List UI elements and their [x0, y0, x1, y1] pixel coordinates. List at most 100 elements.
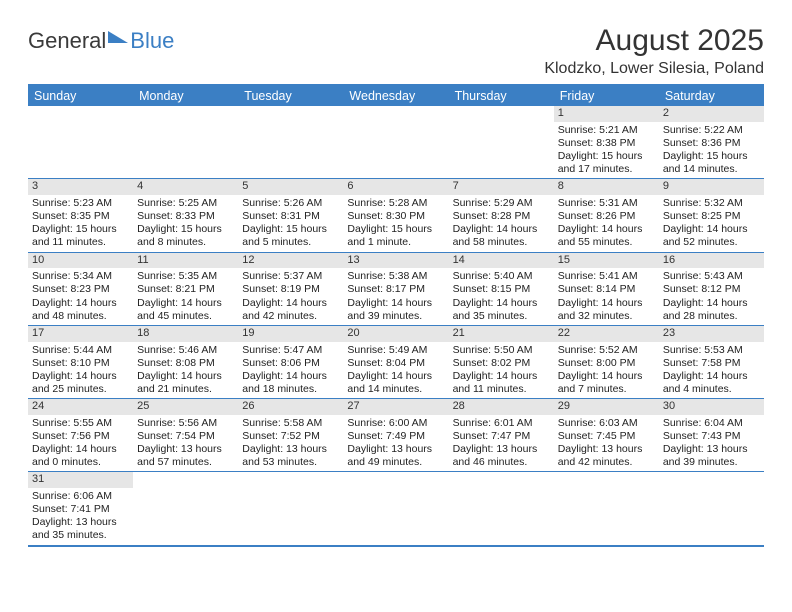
day-line [347, 124, 444, 137]
day-line: Daylight: 13 hours [558, 443, 655, 456]
day-body: Sunrise: 5:28 AMSunset: 8:30 PMDaylight:… [343, 195, 448, 252]
day-cell: 11Sunrise: 5:35 AMSunset: 8:21 PMDayligh… [133, 253, 238, 325]
day-line: Daylight: 14 hours [32, 370, 129, 383]
day-line: Daylight: 14 hours [453, 297, 550, 310]
day-line: Daylight: 13 hours [242, 443, 339, 456]
day-line: Sunset: 7:49 PM [347, 430, 444, 443]
day-line [32, 124, 129, 137]
day-line: Sunrise: 5:58 AM [242, 417, 339, 430]
day-line [558, 516, 655, 529]
day-number: 27 [343, 399, 448, 415]
day-cell: 4Sunrise: 5:25 AMSunset: 8:33 PMDaylight… [133, 179, 238, 251]
day-line [242, 516, 339, 529]
day-line: Daylight: 14 hours [347, 297, 444, 310]
day-line: and 11 minutes. [453, 383, 550, 396]
week-row: 3Sunrise: 5:23 AMSunset: 8:35 PMDaylight… [28, 179, 764, 252]
day-line: Sunrise: 5:22 AM [663, 124, 760, 137]
day-cell: 3Sunrise: 5:23 AMSunset: 8:35 PMDaylight… [28, 179, 133, 251]
day-line: Sunset: 8:31 PM [242, 210, 339, 223]
day-line [453, 163, 550, 176]
day-line: Sunset: 7:58 PM [663, 357, 760, 370]
day-line: Sunset: 8:04 PM [347, 357, 444, 370]
day-line: and 35 minutes. [453, 310, 550, 323]
day-line: Sunset: 8:02 PM [453, 357, 550, 370]
day-line: Sunset: 8:30 PM [347, 210, 444, 223]
day-line: Sunrise: 5:29 AM [453, 197, 550, 210]
day-number: 24 [28, 399, 133, 415]
day-body: Sunrise: 5:50 AMSunset: 8:02 PMDaylight:… [449, 342, 554, 399]
day-line: Daylight: 14 hours [558, 370, 655, 383]
day-line: Sunset: 8:21 PM [137, 283, 234, 296]
day-body: Sunrise: 5:35 AMSunset: 8:21 PMDaylight:… [133, 268, 238, 325]
day-number: 14 [449, 253, 554, 269]
day-line [347, 516, 444, 529]
day-line: Sunset: 7:45 PM [558, 430, 655, 443]
day-cell: 30Sunrise: 6:04 AMSunset: 7:43 PMDayligh… [659, 399, 764, 471]
day-line: Daylight: 13 hours [663, 443, 760, 456]
day-line: Sunset: 8:23 PM [32, 283, 129, 296]
day-line: Daylight: 13 hours [347, 443, 444, 456]
day-number [133, 106, 238, 122]
day-cell [238, 472, 343, 544]
day-line: and 35 minutes. [32, 529, 129, 542]
day-cell [133, 472, 238, 544]
day-body: Sunrise: 5:23 AMSunset: 8:35 PMDaylight:… [28, 195, 133, 252]
day-body: Sunrise: 5:25 AMSunset: 8:33 PMDaylight:… [133, 195, 238, 252]
day-cell: 16Sunrise: 5:43 AMSunset: 8:12 PMDayligh… [659, 253, 764, 325]
day-line: Sunset: 8:14 PM [558, 283, 655, 296]
day-cell [238, 106, 343, 178]
day-line [663, 529, 760, 542]
day-cell: 23Sunrise: 5:53 AMSunset: 7:58 PMDayligh… [659, 326, 764, 398]
day-body [343, 488, 448, 545]
day-line [137, 516, 234, 529]
day-line [137, 503, 234, 516]
day-number: 12 [238, 253, 343, 269]
day-line [32, 150, 129, 163]
day-line: Sunset: 8:00 PM [558, 357, 655, 370]
weeks-container: 1Sunrise: 5:21 AMSunset: 8:38 PMDaylight… [28, 106, 764, 545]
day-number: 20 [343, 326, 448, 342]
day-line: and 52 minutes. [663, 236, 760, 249]
day-cell [343, 472, 448, 544]
day-line: and 7 minutes. [558, 383, 655, 396]
day-number [28, 106, 133, 122]
header: GeneralBlue August 2025 Klodzko, Lower S… [28, 24, 764, 78]
day-line: Sunset: 7:54 PM [137, 430, 234, 443]
day-line: Daylight: 14 hours [663, 223, 760, 236]
day-number: 18 [133, 326, 238, 342]
title-block: August 2025 Klodzko, Lower Silesia, Pola… [544, 24, 764, 78]
day-line [558, 490, 655, 503]
day-line: Sunrise: 6:06 AM [32, 490, 129, 503]
day-line: Sunset: 7:43 PM [663, 430, 760, 443]
day-body: Sunrise: 5:53 AMSunset: 7:58 PMDaylight:… [659, 342, 764, 399]
day-number: 2 [659, 106, 764, 122]
day-body [238, 122, 343, 179]
day-body: Sunrise: 6:06 AMSunset: 7:41 PMDaylight:… [28, 488, 133, 545]
day-line [242, 490, 339, 503]
day-line: Sunset: 8:38 PM [558, 137, 655, 150]
day-line: Sunrise: 5:28 AM [347, 197, 444, 210]
day-line: Sunset: 8:36 PM [663, 137, 760, 150]
day-number: 16 [659, 253, 764, 269]
day-number: 1 [554, 106, 659, 122]
day-line [558, 529, 655, 542]
day-number: 10 [28, 253, 133, 269]
day-line [347, 137, 444, 150]
day-line [347, 529, 444, 542]
day-line: Sunset: 8:35 PM [32, 210, 129, 223]
day-line: and 8 minutes. [137, 236, 234, 249]
day-body [449, 488, 554, 545]
dayheader-sun: Sunday [28, 86, 133, 106]
day-body: Sunrise: 5:41 AMSunset: 8:14 PMDaylight:… [554, 268, 659, 325]
day-body: Sunrise: 6:03 AMSunset: 7:45 PMDaylight:… [554, 415, 659, 472]
day-cell: 27Sunrise: 6:00 AMSunset: 7:49 PMDayligh… [343, 399, 448, 471]
day-line [453, 124, 550, 137]
day-body [133, 488, 238, 545]
week-row: 10Sunrise: 5:34 AMSunset: 8:23 PMDayligh… [28, 253, 764, 326]
day-number: 29 [554, 399, 659, 415]
day-line: Daylight: 13 hours [32, 516, 129, 529]
day-line: Daylight: 14 hours [242, 370, 339, 383]
day-line: Daylight: 13 hours [137, 443, 234, 456]
day-number: 26 [238, 399, 343, 415]
day-body: Sunrise: 5:56 AMSunset: 7:54 PMDaylight:… [133, 415, 238, 472]
